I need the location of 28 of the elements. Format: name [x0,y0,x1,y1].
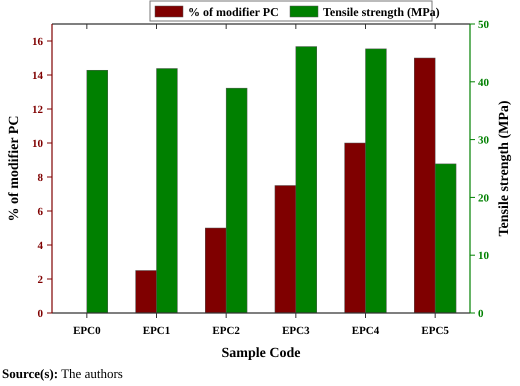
source-note: Source(s): The authors [2,366,123,381]
y-tick-label: 0 [38,308,44,320]
y2-axis-title: Tensile strength (MPa) [497,100,512,237]
x-tick-label: EPC5 [421,325,450,337]
y-tick-label: 16 [32,36,44,48]
x-tick-label: EPC2 [212,325,240,337]
y-tick-label: 6 [38,206,44,218]
y-tick-label: 8 [38,172,44,184]
y-tick-label: 14 [32,70,44,82]
y2-tick-label: 50 [478,19,490,31]
y2-tick-label: 10 [478,250,490,262]
bar [86,70,108,314]
legend-label: Tensile strength (MPa) [323,5,440,19]
y2-tick-label: 0 [478,308,484,320]
x-tick-label: EPC0 [73,325,102,337]
y-tick-label: 2 [38,274,44,286]
y-tick-label: 12 [32,104,44,116]
x-axis-title: Sample Code [222,346,300,361]
legend-label: % of modifier PC [188,5,279,19]
x-tick-label: EPC4 [352,325,380,337]
x-tick-label: EPC1 [142,325,170,337]
y-axis-title: % of modifier PC [7,116,22,222]
y-tick-label: 10 [32,138,44,150]
x-tick-label: EPC3 [282,325,310,337]
y2-tick-label: 20 [478,192,490,204]
y2-tick-label: 30 [478,134,490,147]
y2-tick-label: 40 [478,76,490,89]
y-tick-label: 4 [38,240,44,252]
